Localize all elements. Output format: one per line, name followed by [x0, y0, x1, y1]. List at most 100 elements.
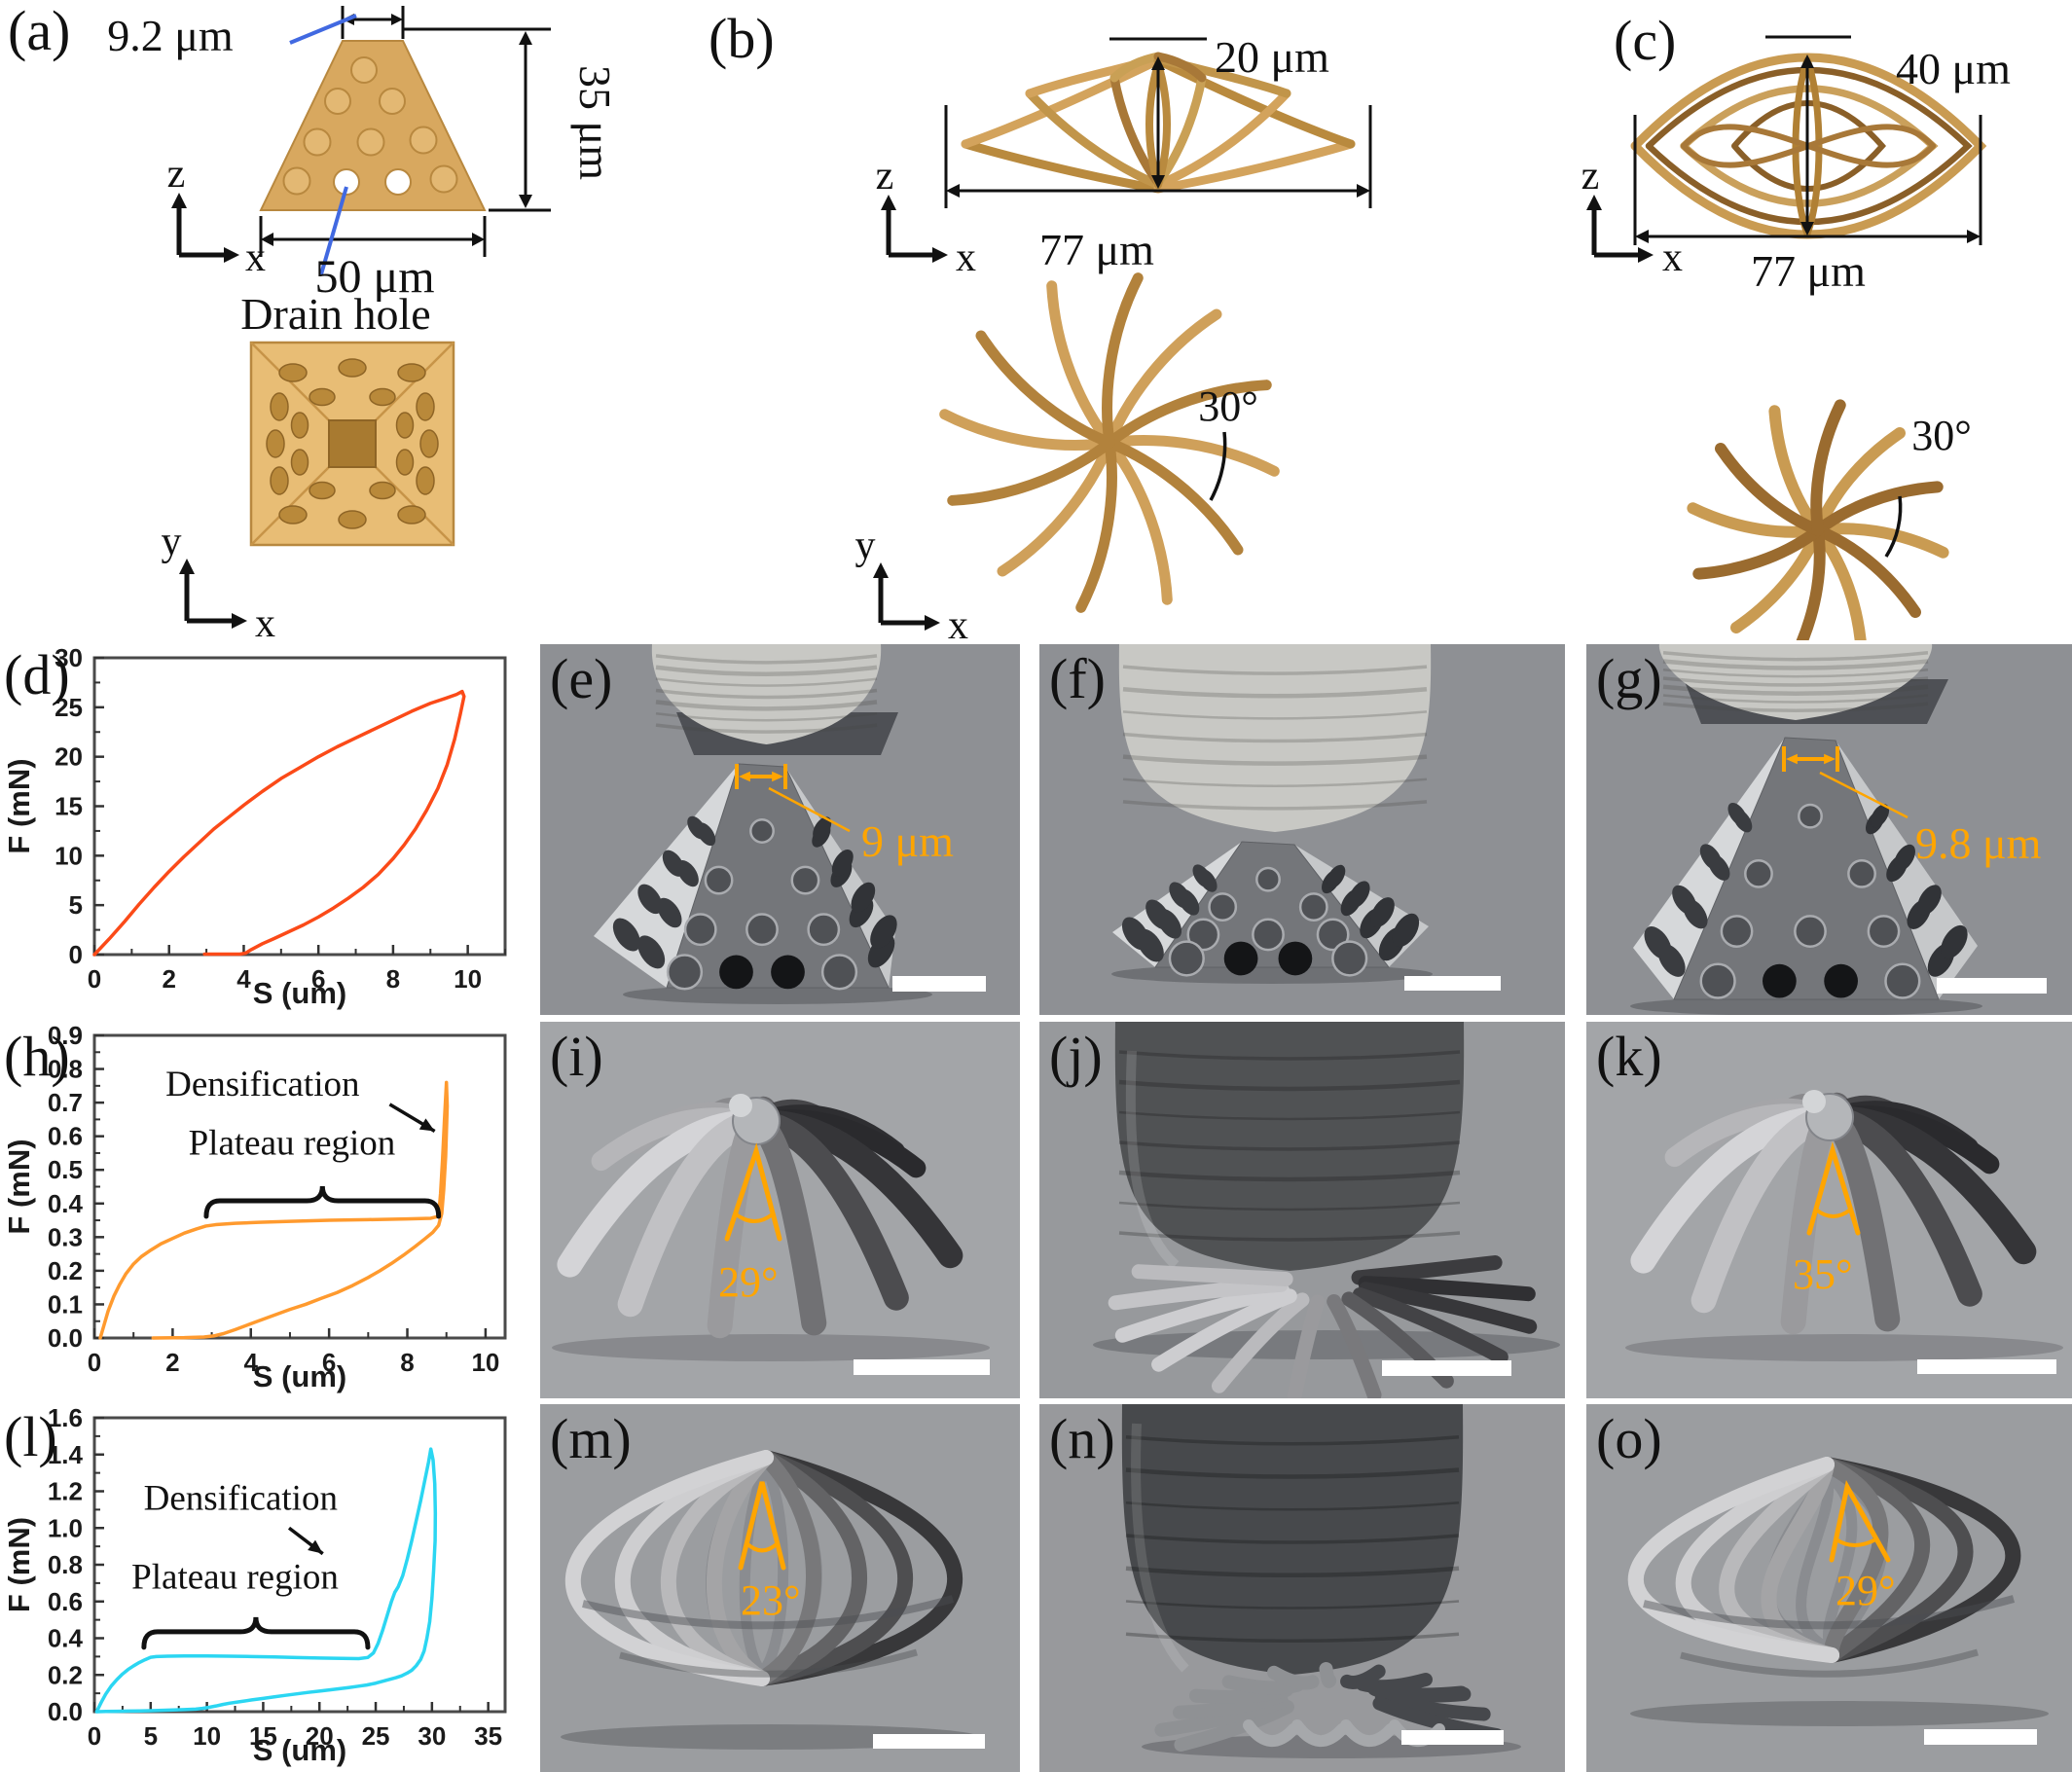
dimples: [282, 56, 458, 196]
z-axis-label: z: [1581, 154, 1600, 199]
tick-label: 4: [236, 964, 251, 994]
scale-bar: [1917, 1359, 2056, 1374]
pyramid-apex-top: [328, 419, 377, 468]
tick-label: 0.6: [48, 1122, 83, 1151]
sem-image-cage-recovered: [1586, 1404, 2072, 1772]
tick-label: 0: [88, 1348, 101, 1377]
x-axis-arrow: [925, 615, 940, 631]
y-axis-label: F (mN): [2, 1139, 36, 1234]
tick-label: 0.2: [48, 1660, 83, 1689]
x-axis-arrow: [224, 247, 239, 263]
panel-label: (f): [1049, 647, 1106, 710]
angle-arc: [1209, 431, 1227, 501]
flower-side-view: [961, 52, 1356, 194]
angle-label: 30°: [1198, 382, 1258, 430]
tick-label: 1.2: [48, 1477, 83, 1506]
scale-bar: [1401, 1730, 1504, 1745]
tick-label: 0.8: [48, 1055, 83, 1084]
dim-top-label: 9.2 μm: [107, 11, 234, 60]
panel-j: (j): [1039, 1022, 1565, 1398]
panel-h: (h) 0 2 4 6 8 10 0.0 0.1 0.2 0.3 0.4 0.5 0.6 0.7 0.8 0.…: [0, 1020, 530, 1398]
callout-leader-lines: [289, 14, 357, 275]
flat-punch: [1121, 1404, 1464, 1675]
sem-image-pyramid-recovered: [1586, 644, 2072, 1015]
x-axis-arrow: [932, 247, 948, 263]
tick-label: 0: [69, 940, 83, 969]
chart-curve: [98, 1080, 450, 1340]
panel-label: (g): [1596, 647, 1662, 710]
angle-annotation: [724, 1142, 782, 1242]
scale-bar: [892, 976, 986, 992]
panel-f: (f): [1039, 644, 1565, 1015]
y-axis-arrow: [873, 562, 889, 578]
flat-punch: [1118, 644, 1432, 832]
sem-image-pyramid-compressed: [1039, 644, 1565, 1015]
scale-bar: [1382, 1360, 1511, 1376]
x-axis-label: S (um): [253, 976, 346, 1010]
panel-label: (a): [8, 0, 71, 62]
plot-area: [92, 1033, 507, 1340]
sem-image-flower-compressed: [1039, 1022, 1565, 1398]
panel-g: (g) 9.8 μm: [1586, 644, 2072, 1015]
flat-punch: [651, 644, 882, 744]
panel-b: (b): [623, 0, 1450, 640]
sem-image-pyramid-before: [540, 644, 1020, 1015]
x-axis-label: S (um): [253, 1359, 346, 1393]
tick-label: 4: [244, 1348, 259, 1377]
tick-label: 0.4: [48, 1189, 84, 1218]
y-axis-arrow: [179, 559, 195, 574]
tick-label: 25: [362, 1721, 390, 1751]
pyramid-side-view: [259, 40, 487, 211]
panel-e: (e) 9 μm: [540, 644, 1020, 1015]
tick-label: 30: [418, 1721, 446, 1751]
angle-label: 35°: [1793, 1250, 1853, 1298]
tick-label: 35: [474, 1721, 502, 1751]
scale-bar: [1937, 978, 2047, 994]
tick-label: 0.2: [48, 1256, 83, 1285]
angle-annotation: [738, 1481, 786, 1571]
tick-label: 1.6: [48, 1403, 83, 1432]
panel-n: (n): [1039, 1404, 1565, 1772]
y-axis-label: F (mN): [2, 1517, 36, 1612]
panel-k: (k) 35°: [1586, 1022, 2072, 1398]
angle-annotation: [1806, 1141, 1861, 1236]
tick-label: 15: [249, 1721, 277, 1751]
pyramid-left-face: [1633, 738, 1785, 999]
pyramid-right-face: [1836, 741, 1978, 999]
tick-label: 10: [55, 841, 83, 870]
measurement-label: 9.8 μm: [1915, 818, 2042, 868]
drain-hole-label: Drain hole: [240, 289, 430, 339]
flat-punch: [1114, 1022, 1465, 1271]
y-axis-label: y: [162, 520, 182, 564]
chart-annotation-text: Plateau region: [189, 1124, 396, 1164]
scale-bar: [873, 1734, 985, 1749]
tick-label: 0.4: [48, 1624, 84, 1653]
flower-design-diagram: 20 μm 77 μm z x: [855, 32, 1372, 640]
chart-annotation-text: Plateau region: [131, 1558, 339, 1598]
panel-label: (o): [1596, 1407, 1662, 1470]
tick-label: 0.9: [48, 1021, 83, 1050]
tick-label: 0.6: [48, 1587, 83, 1616]
dim-height-label: 35 μm: [570, 65, 620, 180]
flat-punch: [1658, 644, 1933, 720]
pyramid-design-diagram: 9.2 μm 35 μm 50 μm Drain hole z x: [107, 6, 620, 640]
measurement-label: 9 μm: [861, 816, 954, 866]
sem-image-flower-before: [540, 1022, 1020, 1398]
x-axis-label: x: [1662, 235, 1683, 280]
panel-label: (b): [709, 7, 775, 70]
tick-label: 25: [55, 693, 83, 722]
panel-label: (e): [550, 647, 613, 710]
angle-label: 29°: [1836, 1567, 1896, 1614]
z-axis-arrow: [171, 193, 187, 208]
tick-label: 2: [165, 1348, 179, 1377]
angle-arc: [1884, 495, 1903, 558]
z-axis-label: z: [167, 152, 186, 197]
x-axis-arrow: [1638, 247, 1654, 263]
chart-curve: [92, 689, 466, 957]
tick-label: 20: [306, 1721, 334, 1751]
dim-height-label: 20 μm: [1215, 32, 1329, 82]
flower-top-view-spiral: [939, 272, 1280, 613]
plot-area: [92, 1416, 507, 1714]
top-axes: [878, 574, 928, 626]
